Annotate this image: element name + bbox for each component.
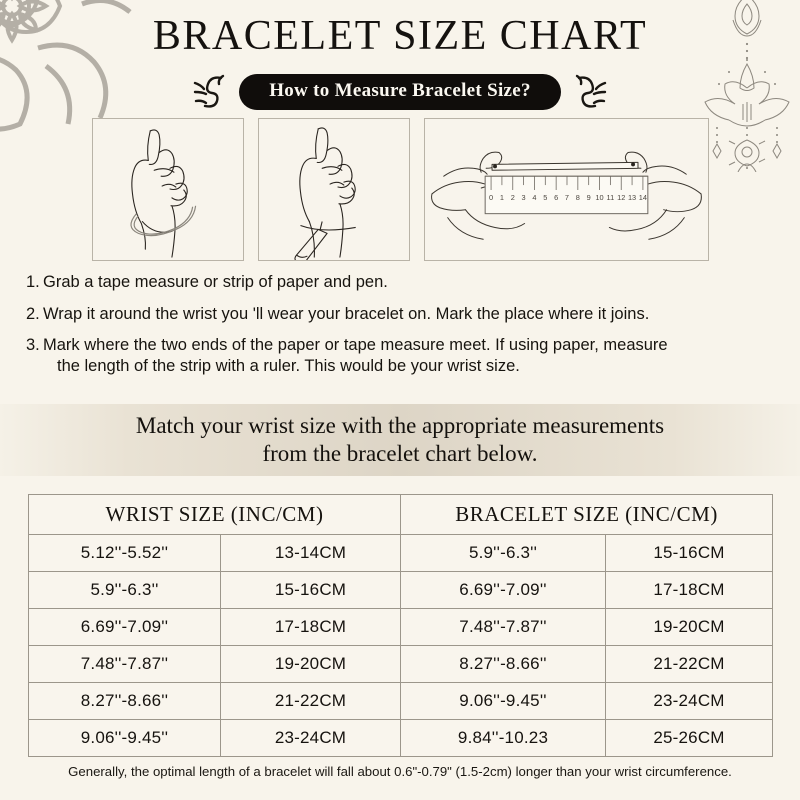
page-title: BRACELET SIZE CHART	[152, 13, 648, 59]
table-cell: 19-20CM	[605, 608, 774, 646]
match-size-banner: Match your wrist size with the appropria…	[0, 404, 800, 476]
table-cell: 15-16CM	[605, 534, 774, 572]
table-cell: 7.48''-7.87''	[400, 608, 607, 646]
ruler-tick-label: 5	[543, 193, 547, 202]
how-to-measure-badge: How to Measure Bracelet Size?	[239, 74, 561, 110]
ruler-tick-label: 11	[606, 193, 614, 202]
table-cell: 21-22CM	[605, 645, 774, 683]
list-item: 3. Mark where the two ends of the paper …	[26, 335, 778, 377]
table-cell: 17-18CM	[219, 608, 402, 646]
ruler-tick-label: 1	[499, 193, 503, 202]
column-header-bracelet-size: BRACELET SIZE (INC/CM)	[400, 494, 774, 535]
ruler-tick-label: 12	[617, 193, 625, 202]
ruler-tick-label: 8	[575, 193, 579, 202]
table-cell: 5.9''-6.3''	[400, 534, 607, 572]
bracelet-size-table: WRIST SIZE (INC/CM) BRACELET SIZE (INC/C…	[27, 494, 774, 757]
ruler-tick-label: 14	[638, 193, 646, 202]
footer-note: Generally, the optimal length of a brace…	[68, 764, 732, 779]
table-cell: 15-16CM	[219, 571, 402, 609]
step-number: 2.	[26, 304, 40, 323]
table-row: 7.48''-7.87'' 19-20CM 8.27''-8.66'' 21-22CM	[28, 645, 774, 683]
fist-with-tape-loop-illustration	[91, 118, 244, 261]
step-text-line2: the length of the strip with a ruler. Th…	[57, 357, 520, 376]
table-cell: 5.9''-6.3''	[28, 571, 221, 609]
table-cell: 23-24CM	[605, 682, 774, 720]
column-header-wrist-size: WRIST SIZE (INC/CM)	[27, 494, 402, 535]
list-item: 2. Wrap it around the wrist you 'll wear…	[26, 304, 778, 325]
table-cell: 9.06''-9.45''	[400, 682, 607, 720]
step-number: 1.	[26, 273, 40, 291]
table-cell: 23-24CM	[219, 719, 402, 757]
hands-measuring-strip-with-ruler-illustration: 0 1 2 3 4 5 6 7 8 9 10 11 12 13 14	[423, 118, 709, 261]
step-text: Mark where the two ends of the paper or …	[43, 336, 668, 355]
table-cell: 6.69''-7.09''	[28, 608, 221, 646]
size-table-wrapper: WRIST SIZE (INC/CM) BRACELET SIZE (INC/C…	[27, 494, 774, 757]
table-cell: 21-22CM	[219, 682, 402, 720]
table-cell: 5.12''-5.52''	[28, 534, 221, 572]
ruler-tick-label: 9	[586, 193, 590, 202]
table-cell: 13-14CM	[219, 534, 402, 572]
flourish-icon	[575, 74, 606, 108]
ruler-tick-label: 13	[627, 193, 635, 202]
how-to-measure-badge-row: How to Measure Bracelet Size?	[0, 72, 800, 112]
table-row: 6.69''-7.09'' 17-18CM 7.48''-7.87'' 19-20CM	[28, 608, 774, 646]
table-cell: 7.48''-7.87''	[28, 645, 221, 683]
table-row: 9.06''-9.45'' 23-24CM 9.84''-10.23 25-26CM	[28, 719, 774, 757]
ruler-tick-label: 0	[489, 193, 493, 202]
table-cell: 9.84''-10.23	[400, 719, 607, 757]
illustration-row: 0 1 2 3 4 5 6 7 8 9 10 11 12 13 14	[0, 118, 800, 261]
table-cell: 17-18CM	[605, 571, 774, 609]
ruler-tick-label: 6	[554, 193, 558, 202]
table-cell: 8.27''-8.66''	[28, 682, 221, 720]
banner-line-1: Match your wrist size with the appropria…	[135, 412, 665, 438]
ruler-tick-label: 4	[532, 193, 536, 202]
table-cell: 19-20CM	[219, 645, 402, 683]
table-row: 5.12''-5.52'' 13-14CM 5.9''-6.3'' 15-16CM	[28, 534, 774, 572]
table-row: 5.9''-6.3'' 15-16CM 6.69''-7.09'' 17-18CM	[28, 571, 774, 609]
table-cell: 25-26CM	[605, 719, 774, 757]
step-text: Wrap it around the wrist you 'll wear yo…	[43, 304, 650, 323]
table-cell: 6.69''-7.09''	[400, 571, 607, 609]
list-item: 1. Grab a tape measure or strip of paper…	[26, 272, 778, 293]
table-cell: 9.06''-9.45''	[28, 719, 221, 757]
table-cell: 8.27''-8.66''	[400, 645, 607, 683]
table-header-row: WRIST SIZE (INC/CM) BRACELET SIZE (INC/C…	[27, 494, 774, 535]
step-text: Grab a tape measure or strip of paper an…	[43, 273, 388, 291]
fist-with-pen-marking-illustration	[257, 118, 410, 261]
flourish-icon	[193, 74, 225, 108]
ruler-tick-label: 7	[564, 193, 568, 202]
ruler-tick-label: 2	[510, 193, 514, 202]
table-row: 8.27''-8.66'' 21-22CM 9.06''-9.45'' 23-24CM	[28, 682, 774, 720]
measure-steps: 1. Grab a tape measure or strip of paper…	[26, 272, 778, 388]
step-number: 3.	[26, 336, 40, 355]
ruler-tick-label: 3	[521, 193, 525, 202]
banner-line-2: from the bracelet chart below.	[262, 441, 538, 466]
ruler-tick-label: 10	[595, 193, 603, 202]
